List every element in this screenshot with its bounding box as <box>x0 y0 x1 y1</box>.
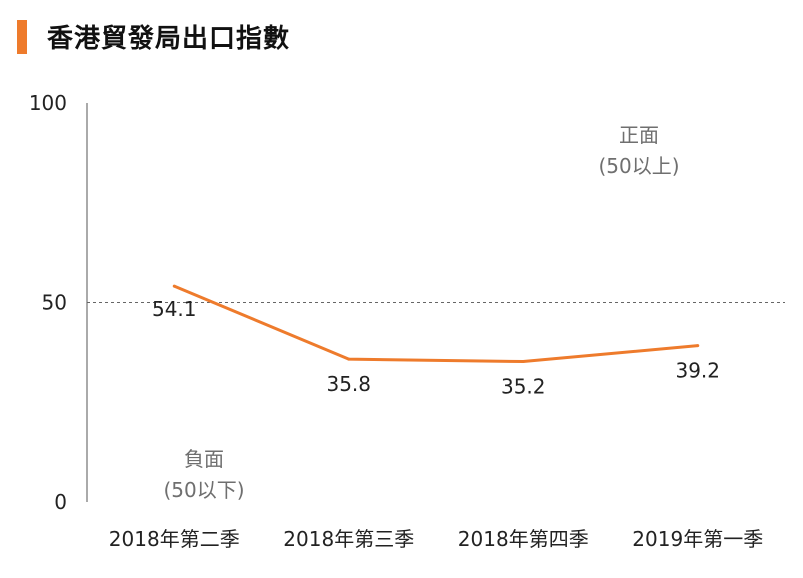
x-category-label: 2018年第三季 <box>283 527 414 551</box>
title-accent-bar <box>17 20 27 54</box>
data-point <box>696 344 700 348</box>
x-category-label: 2019年第一季 <box>632 527 763 551</box>
data-point <box>521 360 525 364</box>
data-label: 35.8 <box>326 372 371 396</box>
positive-annotation-line2: (50以上) <box>598 154 679 178</box>
positive-annotation-line1: 正面 <box>619 123 659 147</box>
x-category-label: 2018年第四季 <box>458 527 589 551</box>
data-label: 35.2 <box>501 375 546 399</box>
data-point <box>347 357 351 361</box>
negative-annotation-line2: (50以下) <box>163 478 244 502</box>
y-tick-label-100: 100 <box>29 91 67 115</box>
data-label: 39.2 <box>675 359 720 383</box>
data-label: 54.1 <box>152 297 197 321</box>
y-tick-label-50: 50 <box>42 291 67 315</box>
chart-title: 香港貿發局出口指數 <box>47 24 291 54</box>
y-tick-label-0: 0 <box>54 490 67 514</box>
series-line <box>173 284 698 364</box>
x-category-label: 2018年第二季 <box>109 527 240 551</box>
data-point <box>172 284 176 288</box>
negative-annotation-line1: 負面 <box>184 447 224 471</box>
